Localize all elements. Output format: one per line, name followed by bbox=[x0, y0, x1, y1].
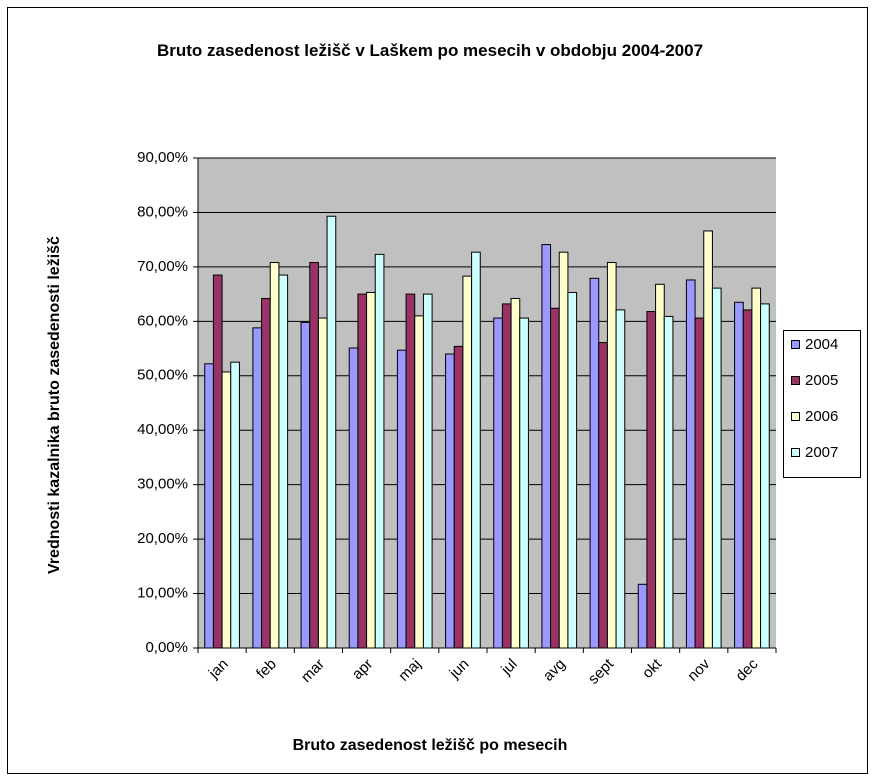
y-tick-label: 80,00% bbox=[137, 203, 188, 220]
bar bbox=[445, 353, 455, 649]
bar bbox=[405, 293, 416, 649]
bar bbox=[694, 317, 705, 649]
y-tick-label: 70,00% bbox=[137, 258, 188, 275]
bar bbox=[519, 317, 529, 649]
bar bbox=[711, 287, 722, 649]
legend-swatch bbox=[791, 376, 800, 385]
bar bbox=[751, 287, 762, 649]
legend-swatch bbox=[791, 412, 800, 421]
bar bbox=[606, 262, 617, 649]
bar bbox=[493, 317, 503, 649]
bar bbox=[357, 293, 368, 649]
chart-title: Bruto zasedenost ležišč v Laškem po mese… bbox=[156, 41, 704, 60]
bar bbox=[396, 349, 407, 649]
bar bbox=[204, 363, 214, 649]
bar bbox=[558, 251, 569, 649]
bar bbox=[567, 291, 578, 649]
bar bbox=[374, 253, 385, 649]
bar bbox=[300, 321, 311, 649]
legend-swatch bbox=[791, 448, 800, 457]
bar bbox=[462, 275, 473, 649]
y-tick-label: 20,00% bbox=[137, 530, 188, 547]
bar bbox=[471, 251, 481, 649]
bar bbox=[261, 297, 271, 649]
bar bbox=[541, 244, 552, 649]
bar bbox=[221, 371, 232, 649]
bar bbox=[510, 297, 521, 649]
legend-label: 2006 bbox=[805, 408, 838, 425]
bar bbox=[663, 315, 674, 649]
bar bbox=[252, 327, 263, 649]
bar bbox=[637, 583, 648, 649]
plot-area bbox=[198, 158, 776, 648]
legend-swatch bbox=[791, 340, 800, 349]
y-tick-label: 50,00% bbox=[137, 367, 188, 384]
legend-label: 2005 bbox=[805, 372, 838, 389]
bar bbox=[703, 230, 713, 649]
y-tick-label: 60,00% bbox=[137, 312, 188, 329]
bar bbox=[422, 293, 433, 649]
bar bbox=[734, 301, 744, 649]
bar bbox=[742, 309, 753, 649]
y-tick-label: 30,00% bbox=[137, 476, 188, 493]
bar bbox=[414, 315, 424, 649]
bar bbox=[317, 317, 328, 649]
bar bbox=[212, 274, 223, 649]
x-axis-title: Bruto zasedenost ležišč po mesecih bbox=[293, 737, 568, 754]
y-tick-label: 40,00% bbox=[137, 421, 188, 438]
bar bbox=[348, 347, 359, 649]
bar bbox=[230, 361, 240, 649]
bar bbox=[326, 215, 337, 649]
y-tick-label: 10,00% bbox=[137, 585, 188, 602]
bar bbox=[366, 291, 376, 649]
bar bbox=[598, 342, 608, 649]
bar bbox=[589, 277, 600, 649]
bar bbox=[278, 274, 289, 649]
y-tick-label: 90,00% bbox=[137, 149, 188, 166]
bar bbox=[655, 283, 665, 649]
bar bbox=[760, 303, 770, 649]
bar bbox=[309, 262, 319, 649]
y-tick-label: 0,00% bbox=[145, 639, 188, 656]
legend-label: 2007 bbox=[805, 444, 838, 461]
bar bbox=[615, 309, 626, 649]
bar bbox=[501, 303, 512, 649]
bar bbox=[453, 345, 464, 649]
bar bbox=[646, 311, 657, 649]
bar bbox=[550, 307, 560, 649]
y-axis-title: Vrednosti kazalnika bruto zasedenosti le… bbox=[46, 236, 63, 574]
bar bbox=[685, 279, 696, 649]
legend-label: 2004 bbox=[805, 336, 838, 353]
bar bbox=[269, 262, 280, 649]
